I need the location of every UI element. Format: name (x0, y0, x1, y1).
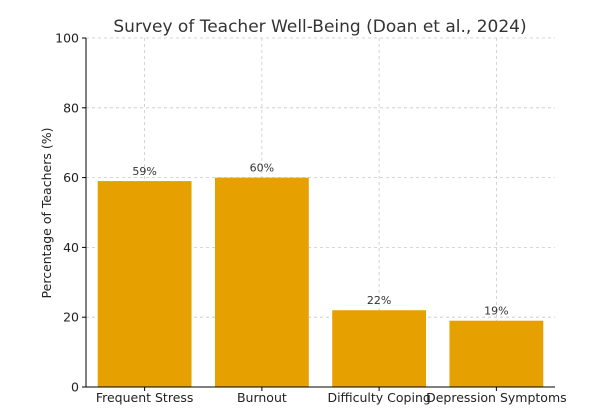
bar (97, 181, 192, 387)
y-tick-label: 20 (63, 310, 79, 325)
bar (332, 310, 427, 387)
y-tick-label: 40 (63, 240, 79, 255)
x-tick-labels: Frequent Stress Burnout Difficulty CopingD… (96, 387, 567, 405)
y-tick-label: 60 (63, 170, 79, 185)
x-tick-label: Burnout (237, 390, 287, 405)
data-labels: 59% 60% 22% 19% (132, 162, 508, 318)
x-tick-label: Difficulty Coping (327, 390, 430, 405)
data-label: 22% (367, 294, 391, 307)
y-axis-label: Percentage of Teachers (%) (39, 128, 54, 299)
y-tick-label: 0 (71, 380, 79, 395)
x-tick-label: Frequent Stress (96, 390, 194, 405)
axes (85, 38, 555, 388)
data-label: 19% (484, 305, 508, 318)
data-label: 60% (250, 162, 274, 175)
y-tick-label: 100 (55, 31, 79, 46)
chart-title: Survey of Teacher Well-Being (Doan et al… (113, 17, 526, 37)
bars (97, 177, 544, 387)
bar (449, 320, 544, 387)
x-tick-label: Depression Symptoms (426, 390, 567, 405)
y-tick-label: 80 (63, 100, 79, 115)
bar (214, 177, 309, 387)
y-tick-labels: 0 20 40 60 80 100 (55, 31, 86, 395)
data-label: 59% (132, 165, 156, 178)
